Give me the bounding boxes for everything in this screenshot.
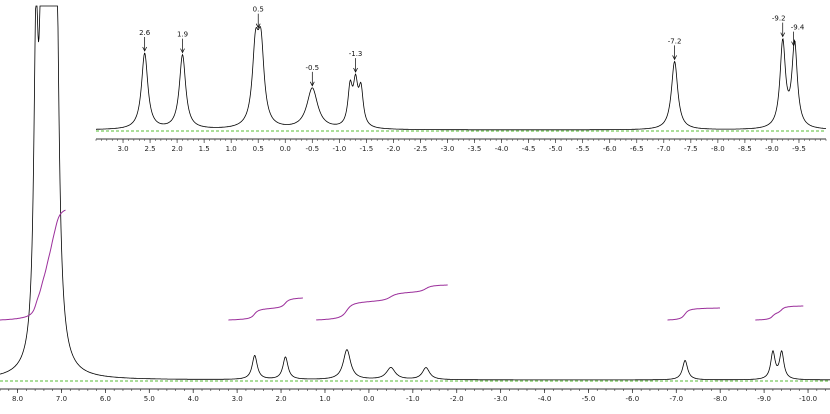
peak-label: 1.9 [177,31,188,54]
integral-curve [755,305,804,321]
main-x-ticks: 8.0 7.0 6.0 5.0 4.0 3.0 2.0 1.0 0.0 -1.0 -2.0 -3.0 -… [0,389,826,403]
x-tick-label: -1.5 [360,145,374,153]
peak-label-text: -7.2 [668,37,682,45]
x-tick-label: -9.0 [757,395,771,403]
inset-peak-labels: 2.6 1.9 0.5 -0.5 -1.3 -7.2 -9.2 -9.4 [139,6,805,87]
x-tick-label: 2.0 [172,145,183,153]
peak-label-text: -9.4 [791,24,805,32]
peak-arrow-head [791,41,796,47]
peak-arrow-head [353,67,358,73]
peak-arrow-head [780,32,786,38]
x-tick-label: -4.0 [538,395,552,403]
x-tick-label: 0.5 [253,145,264,153]
x-tick-label: 1.5 [199,145,210,153]
x-tick-label: -4.5 [522,145,536,153]
x-tick-label: -6.5 [630,145,644,153]
x-tick-label: -3.0 [494,395,508,403]
x-tick-label: 0.0 [280,145,291,153]
x-tick-label: 4.0 [188,395,199,403]
x-tick-label: -3.0 [441,145,455,153]
peak-label: -9.4 [791,24,805,47]
x-tick-label: 0.0 [363,395,374,403]
x-tick-label: 2.5 [145,145,156,153]
x-tick-label: -7.0 [657,145,671,153]
peak-label: -1.3 [349,50,363,73]
x-tick-label: -1.0 [332,145,346,153]
x-tick-label: -8.0 [711,145,725,153]
x-tick-label: -7.5 [684,145,698,153]
peak-label-text: -0.5 [305,64,319,72]
x-tick-label: -8.5 [738,145,752,153]
x-tick-label: 3.0 [117,145,128,153]
peak-label: 2.6 [139,29,151,52]
integral-curve [316,284,448,321]
x-tick-label: -0.5 [305,145,319,153]
main-integral-curves [0,209,804,321]
integral-curve [0,209,66,321]
inset-x-ticks: 3.0 2.5 2.0 1.5 1.0 0.5 0.0 -0.5 -1.0 -1.5 -2.0 -2.… [95,139,827,153]
x-tick-label: 1.0 [226,145,237,153]
x-tick-label: -10.0 [799,395,817,403]
x-tick-label: 5.0 [144,395,155,403]
peak-label: 0.5 [253,6,264,29]
x-tick-label: -2.5 [414,145,428,153]
x-tick-label: -1.0 [406,395,420,403]
x-tick-label: 6.0 [100,395,111,403]
x-tick-label: 8.0 [12,395,23,403]
x-tick-label: -3.5 [468,145,482,153]
inset-spectrum-trace [96,25,827,131]
peak-label: -0.5 [305,64,319,87]
x-tick-label: -5.0 [549,145,563,153]
inset-spectrum-panel: 3.0 2.5 2.0 1.5 1.0 0.5 0.0 -0.5 -1.0 -1.5 -2.0 -2.… [95,6,827,153]
x-tick-label: -2.0 [450,395,464,403]
peak-label-text: 1.9 [177,31,188,39]
x-tick-label: -7.0 [669,395,683,403]
x-tick-label: -5.0 [582,395,596,403]
peak-arrow-head [255,23,261,29]
peak-label-text: -1.3 [349,50,363,58]
integral-curve [667,307,720,321]
x-tick-label: -9.5 [792,145,806,153]
peak-label: -9.2 [772,15,786,38]
peak-label-text: -9.2 [772,15,786,23]
x-tick-label: -5.5 [576,145,590,153]
x-tick-label: -6.0 [603,145,617,153]
main-spectrum-trace [0,5,830,381]
peak-arrow-head [309,81,315,87]
peak-label-text: 0.5 [253,6,264,14]
x-tick-label: -9.0 [765,145,779,153]
peak-label: -7.2 [668,37,682,61]
x-tick-label: 1.0 [319,395,330,403]
x-tick-label: -4.0 [495,145,509,153]
x-tick-label: -2.0 [387,145,401,153]
main-spectrum-panel: 8.0 7.0 6.0 5.0 4.0 3.0 2.0 1.0 0.0 -1.0 -2.0 -3.0 -… [0,5,830,403]
x-tick-label: 2.0 [275,395,286,403]
x-tick-label: 3.0 [232,395,243,403]
peak-arrow-head [180,48,185,54]
x-tick-label: 7.0 [56,395,67,403]
peak-arrow-head [672,55,677,61]
integral-curve [228,297,303,321]
x-tick-label: -8.0 [713,395,727,403]
peak-arrow-head [142,46,147,52]
x-tick-label: -6.0 [626,395,640,403]
peak-label-text: 2.6 [139,29,151,37]
